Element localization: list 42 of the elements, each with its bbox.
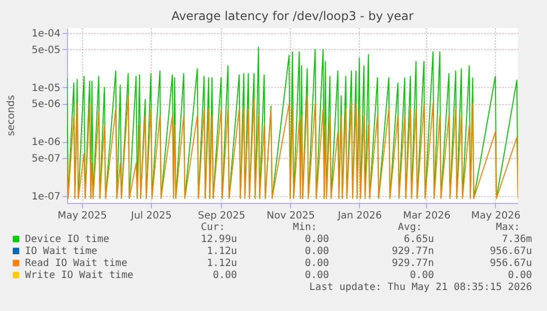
chart-title: Average latency for /dev/loop3 - by year (171, 9, 414, 23)
text: Min: (292, 222, 317, 233)
legend-label: Write IO Wait time (25, 270, 134, 281)
legend-label: Device IO time (25, 234, 110, 245)
x-tick-label: Nov 2025 (266, 210, 315, 222)
text: 929.77n (392, 246, 434, 257)
x-tick-label: May 2026 (471, 210, 520, 222)
y-tick-label: 1e-07 (32, 191, 60, 202)
text: 0.00 (304, 270, 329, 281)
text: Last update: Thu May 21 08:35:15 2026 (309, 282, 532, 293)
x-tick-label: Jul 2025 (130, 210, 172, 222)
y-tick-label: 1e-06 (32, 137, 60, 148)
text: 12.99u (200, 234, 237, 245)
x-tick-label: Mar 2026 (402, 210, 450, 222)
x-tick-label: May 2025 (58, 210, 107, 222)
text: Max: (496, 222, 520, 233)
text: 0.00 (304, 234, 329, 245)
text: 1.12u (206, 246, 237, 257)
text: 0.00 (508, 270, 532, 281)
y-tick-label: 5e-06 (32, 99, 60, 110)
y-axis-title: seconds (6, 95, 17, 136)
x-tick-label: Jan 2026 (336, 210, 382, 222)
text: 0.00 (212, 270, 237, 281)
y-tick-label: 1e-05 (32, 82, 60, 94)
text: Avg: (398, 222, 422, 233)
text: 929.77n (392, 258, 434, 269)
text: 0.00 (410, 270, 434, 281)
legend-label: IO Wait time (25, 246, 98, 257)
text: 7.36m (502, 234, 532, 245)
text: Cur: (200, 222, 225, 233)
text: 956.67u (490, 246, 532, 257)
y-tick-label: 5e-05 (32, 44, 60, 56)
y-tick-label: 5e-07 (32, 153, 60, 164)
text: 956.67u (490, 258, 532, 269)
y-tick-label: 1e-04 (32, 28, 60, 40)
line-series (67, 95, 518, 199)
x-tick-label: Sep 2025 (198, 210, 246, 222)
text: 6.65u (404, 234, 434, 245)
legend-label: Read IO Wait time (25, 258, 128, 269)
text: 0.00 (304, 258, 329, 269)
text: 1.12u (206, 258, 237, 269)
text: 0.00 (304, 246, 329, 257)
